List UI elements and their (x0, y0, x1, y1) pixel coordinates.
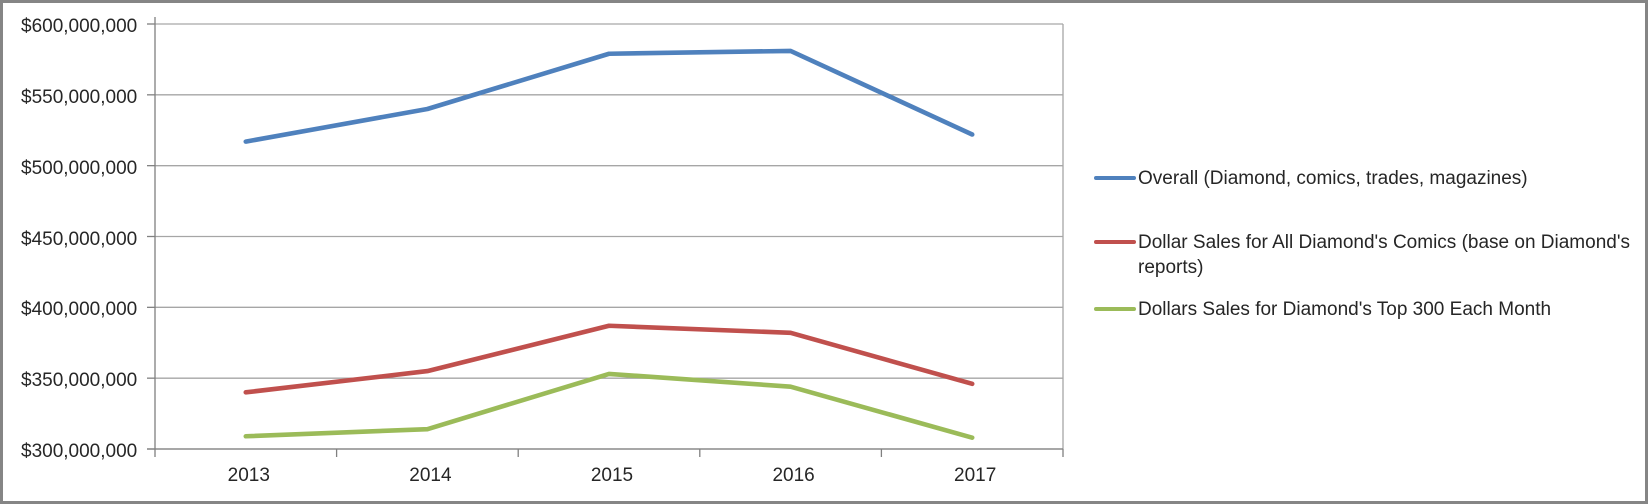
line-chart-plot (147, 17, 1064, 457)
series-line-1 (243, 323, 975, 395)
x-axis-label: 2015 (590, 465, 634, 486)
chart-legend: Overall (Diamond, comics, trades, magazi… (1094, 166, 1645, 322)
legend-item-0: Overall (Diamond, comics, trades, magazi… (1094, 166, 1645, 191)
series-line-0 (243, 48, 975, 144)
legend-line-swatch (1094, 176, 1136, 180)
y-axis-tick-label: $350,000,000 (21, 370, 138, 392)
x-axis-label: 2014 (409, 465, 452, 486)
series-line-2 (243, 371, 975, 440)
legend-label: Dollar Sales for All Diamond's Comics (b… (1138, 232, 1630, 278)
x-axis-label: 2017 (954, 465, 997, 486)
y-axis-tick-label: $400,000,000 (21, 299, 138, 321)
y-axis-tick-label: $450,000,000 (21, 228, 138, 250)
legend-item-1: Dollar Sales for All Diamond's Comics (b… (1094, 230, 1645, 280)
legend-line-swatch (1094, 240, 1136, 244)
y-axis-tick-label: $300,000,000 (21, 441, 138, 462)
y-axis-tick-label: $500,000,000 (21, 157, 138, 179)
legend-label: Overall (Diamond, comics, trades, magazi… (1138, 168, 1528, 189)
legend-line-swatch (1094, 307, 1136, 311)
x-axis-label: 2013 (227, 465, 270, 486)
legend-item-2: Dollars Sales for Diamond's Top 300 Each… (1094, 297, 1645, 322)
x-axis-label: 2016 (772, 465, 815, 486)
y-axis-tick-label: $600,000,000 (21, 16, 138, 37)
y-axis-tick-label: $550,000,000 (21, 86, 138, 108)
legend-label: Dollars Sales for Diamond's Top 300 Each… (1138, 299, 1552, 320)
